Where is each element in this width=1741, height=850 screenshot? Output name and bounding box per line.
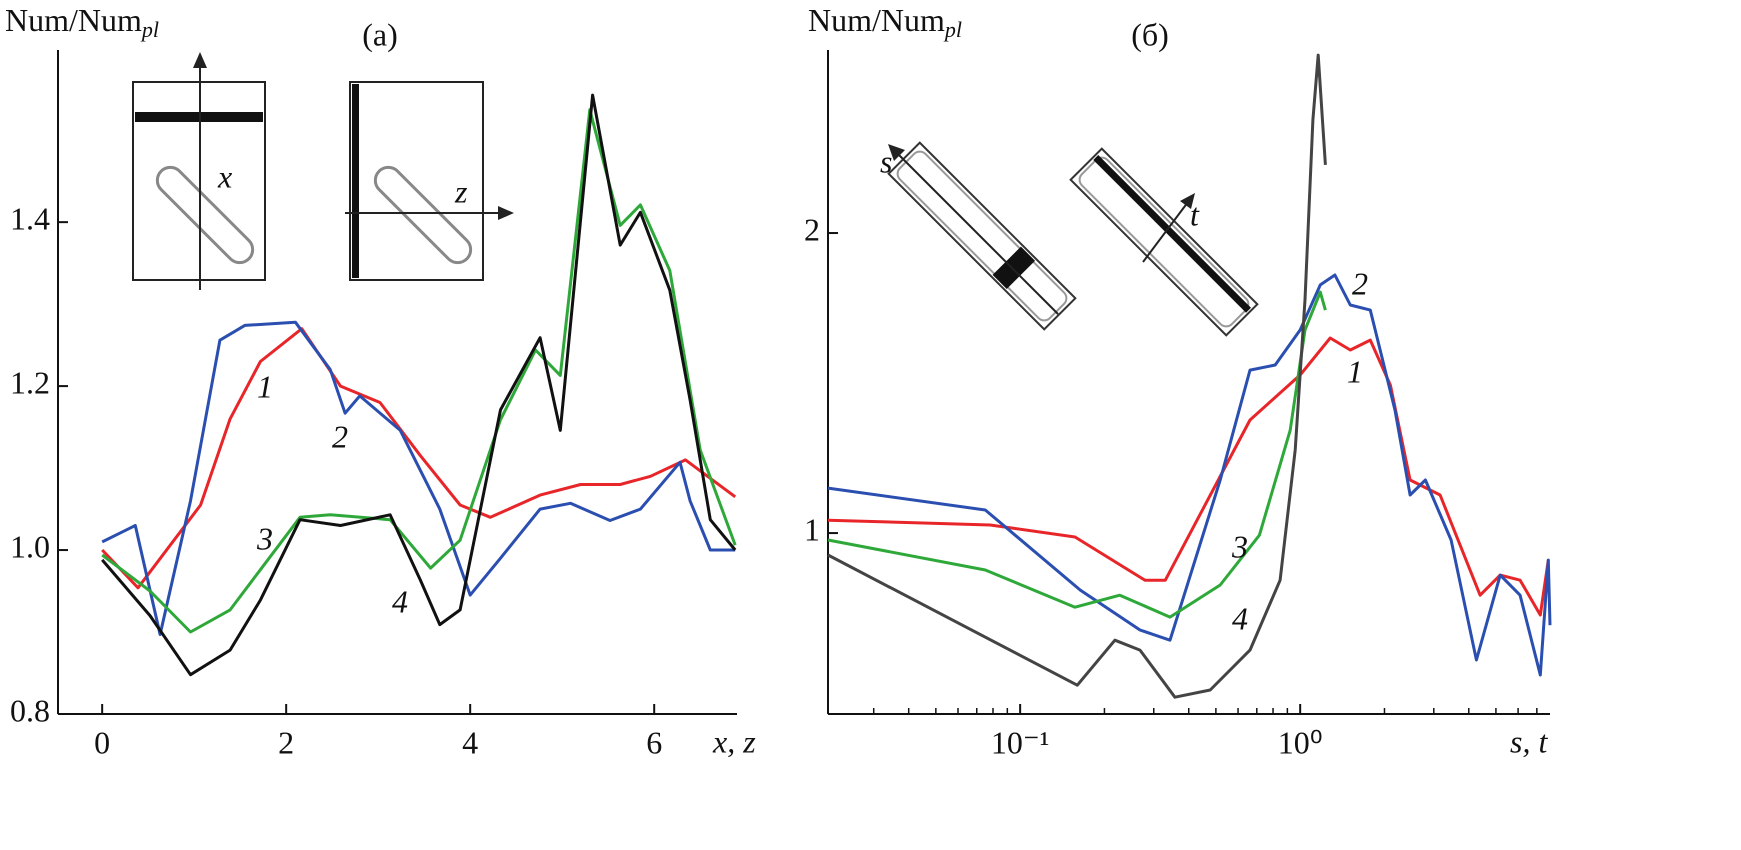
data-line xyxy=(101,320,736,636)
curve-label: 2 xyxy=(332,418,348,454)
x-tick-label: 2 xyxy=(278,724,294,760)
curve-label: 4 xyxy=(392,583,408,619)
y-tick-label: 1 xyxy=(804,511,820,547)
data-line xyxy=(101,93,737,677)
curve-label: 3 xyxy=(256,520,273,556)
data-line xyxy=(827,273,1552,677)
inset-diagram xyxy=(887,141,1259,337)
x-tick-label: 6 xyxy=(646,724,662,760)
y-axis-label: Num/Numpl xyxy=(5,2,159,42)
y-axis-label-main: Num/Num xyxy=(808,2,945,38)
x-tick-label: 0 xyxy=(94,724,110,760)
y-tick-label: 2 xyxy=(804,211,820,247)
data-line xyxy=(827,290,1327,619)
data-line xyxy=(827,336,1550,617)
x-axis-label: x, z xyxy=(712,723,756,759)
inset-diagram xyxy=(132,52,514,290)
curve-label: 1 xyxy=(257,368,273,404)
data-line xyxy=(101,108,737,634)
inset-label: z xyxy=(454,173,468,209)
data-line xyxy=(827,53,1327,699)
curve-label: 2 xyxy=(1352,265,1368,301)
y-tick-label: 1.0 xyxy=(10,528,50,564)
inset-label: t xyxy=(1190,196,1200,232)
curve-label: 1 xyxy=(1347,353,1363,389)
y-axis-label: Num/Numpl xyxy=(808,2,962,42)
curve-label: 3 xyxy=(1231,528,1248,564)
y-axis-label-main: Num/Num xyxy=(5,2,142,38)
x-tick-label: 10⁻¹ xyxy=(991,724,1049,760)
y-tick-label: 1.4 xyxy=(10,200,50,236)
inset-label: s xyxy=(880,143,892,179)
y-tick-label: 0.8 xyxy=(10,692,50,728)
y-axis-label-sub: pl xyxy=(140,17,159,42)
curve-label: 4 xyxy=(1232,600,1248,636)
data-line xyxy=(101,327,737,590)
x-tick-label: 10⁰ xyxy=(1278,724,1323,760)
x-tick-label: 4 xyxy=(462,724,478,760)
y-tick-label: 1.2 xyxy=(10,364,50,400)
x-axis-label: s, t xyxy=(1510,723,1548,759)
inset-label: x xyxy=(217,158,232,194)
y-axis-label-sub: pl xyxy=(943,17,962,42)
chart-title: (б) xyxy=(1131,16,1169,52)
chart-title: (a) xyxy=(362,16,398,52)
